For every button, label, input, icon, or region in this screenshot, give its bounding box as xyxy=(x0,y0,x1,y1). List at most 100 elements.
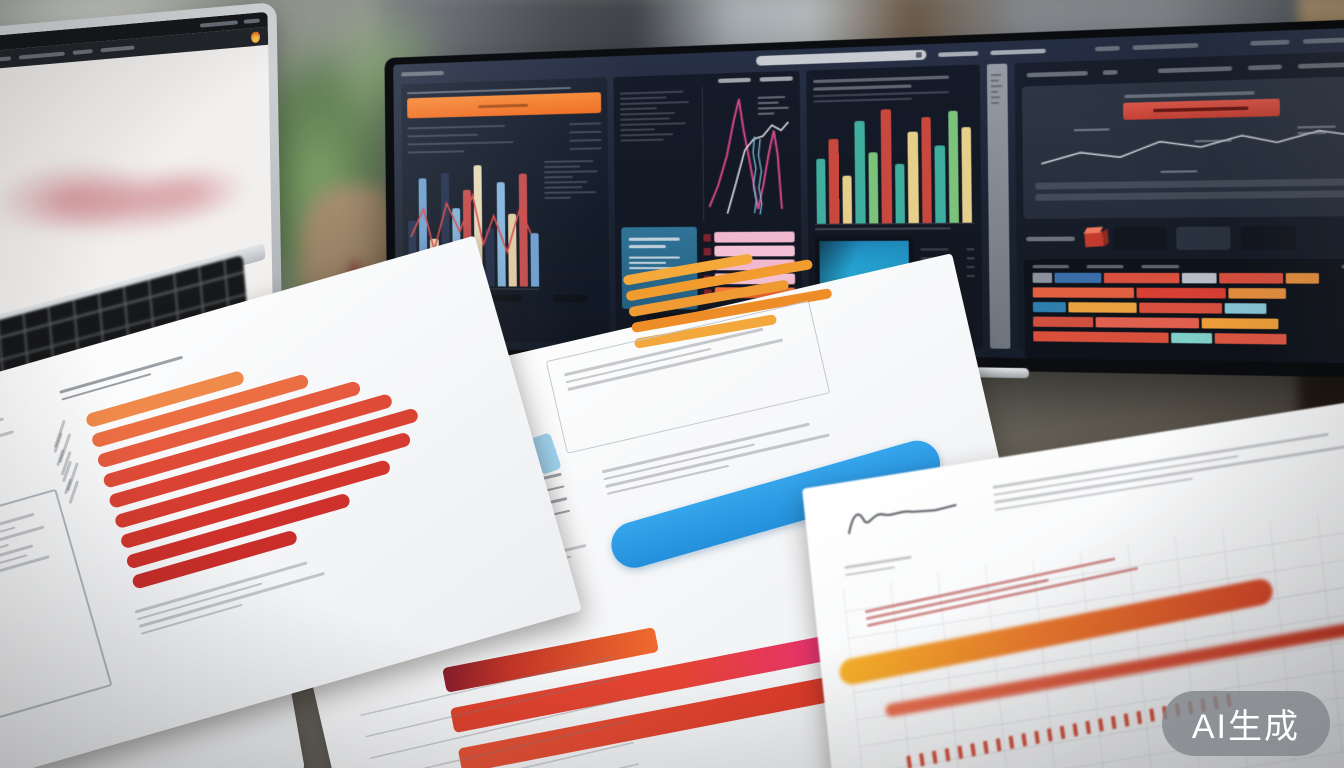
panel-title xyxy=(813,75,973,91)
gantt-segment xyxy=(1201,318,1279,330)
card-title xyxy=(1124,90,1278,99)
gantt-segment xyxy=(1215,333,1287,345)
gantt-segment xyxy=(1032,287,1134,299)
letterhead-text xyxy=(992,418,1344,515)
info-card-title xyxy=(629,237,689,249)
text-line xyxy=(544,196,572,200)
gantt-footer-label xyxy=(1252,348,1287,357)
orange-app-icon xyxy=(250,30,261,43)
text-line xyxy=(620,128,655,132)
tick xyxy=(1072,723,1079,737)
text-line xyxy=(813,84,912,91)
text-line xyxy=(966,257,976,260)
gantt-footer-label xyxy=(1185,347,1219,356)
bar xyxy=(868,151,879,224)
menubar-text xyxy=(199,19,238,28)
grouped-bar-chart xyxy=(813,101,975,225)
text-line xyxy=(620,133,673,137)
gantt-header-label xyxy=(1141,264,1180,269)
text-line xyxy=(991,79,999,82)
text-line xyxy=(620,96,667,100)
subheading xyxy=(844,549,925,581)
tick xyxy=(1110,715,1117,730)
tile xyxy=(1113,226,1167,251)
toolbar-item xyxy=(0,56,12,63)
text-line xyxy=(966,248,976,251)
bar xyxy=(907,131,919,224)
red-cube-icon xyxy=(1084,230,1105,247)
header-stat xyxy=(1250,39,1290,46)
item-list xyxy=(620,87,696,221)
gantt-row xyxy=(1033,316,1344,331)
text-line xyxy=(844,555,912,569)
text-line xyxy=(603,442,755,481)
gantt-segment xyxy=(1033,331,1169,344)
divider-row xyxy=(1035,189,1344,201)
tile xyxy=(1240,226,1296,250)
bar xyxy=(816,158,827,224)
header-stat xyxy=(1247,64,1282,71)
tick xyxy=(1136,710,1143,725)
menubar-clock xyxy=(243,17,260,24)
text-line xyxy=(620,90,684,95)
text-line xyxy=(620,117,670,121)
tile xyxy=(1176,226,1231,250)
red-alert-banner xyxy=(1122,98,1281,120)
gantt-segment xyxy=(1286,273,1319,284)
banner-label xyxy=(477,103,528,108)
gantt-header-label xyxy=(1032,264,1070,269)
text-line xyxy=(544,186,583,189)
sidebar-list-box xyxy=(0,488,113,720)
header-meta xyxy=(1297,61,1344,69)
text-line xyxy=(620,111,676,116)
toolbar-item xyxy=(18,51,65,60)
bar xyxy=(934,145,946,223)
line-chart xyxy=(701,83,795,221)
header-item xyxy=(1157,66,1233,74)
text-line xyxy=(757,101,779,105)
value-column xyxy=(544,157,603,290)
gantt-header xyxy=(1032,264,1344,269)
close-icon xyxy=(915,52,922,58)
gantt-row xyxy=(1032,287,1344,299)
gantt-footer xyxy=(1033,346,1344,358)
text-line xyxy=(629,237,680,241)
gantt-chart xyxy=(1032,272,1344,346)
text-line xyxy=(1193,139,1232,143)
bar xyxy=(854,121,866,224)
text-line xyxy=(845,565,895,577)
bar xyxy=(920,117,932,224)
bar xyxy=(842,176,853,224)
thin-line-chart xyxy=(1035,119,1344,179)
bar xyxy=(961,126,973,223)
white-series-line xyxy=(726,122,789,213)
gantt-row xyxy=(1032,272,1344,284)
text-line xyxy=(1160,170,1198,174)
divider-rows xyxy=(1035,177,1344,201)
text-line xyxy=(813,91,949,98)
gantt-segment xyxy=(1138,302,1222,314)
text-line xyxy=(620,100,689,106)
gantt-card xyxy=(1023,258,1344,364)
chart-annotations xyxy=(757,93,792,119)
tab-label xyxy=(759,76,793,82)
text-line xyxy=(0,417,4,442)
orange-banner-button xyxy=(407,92,602,119)
text-line xyxy=(814,227,951,231)
header-menu-item xyxy=(938,50,979,57)
text-line xyxy=(544,175,574,179)
tick xyxy=(1149,708,1155,722)
text-line xyxy=(569,130,602,134)
text-line xyxy=(565,347,712,384)
tick xyxy=(970,743,976,757)
report-paper-right xyxy=(802,388,1344,768)
text-line xyxy=(757,112,775,115)
text-line xyxy=(544,159,594,163)
text-line xyxy=(620,122,687,126)
tick xyxy=(1059,725,1066,740)
bar xyxy=(828,138,840,224)
bar xyxy=(947,110,959,223)
text-line xyxy=(1124,91,1255,99)
script-logo xyxy=(847,503,957,535)
text-line xyxy=(991,90,998,94)
